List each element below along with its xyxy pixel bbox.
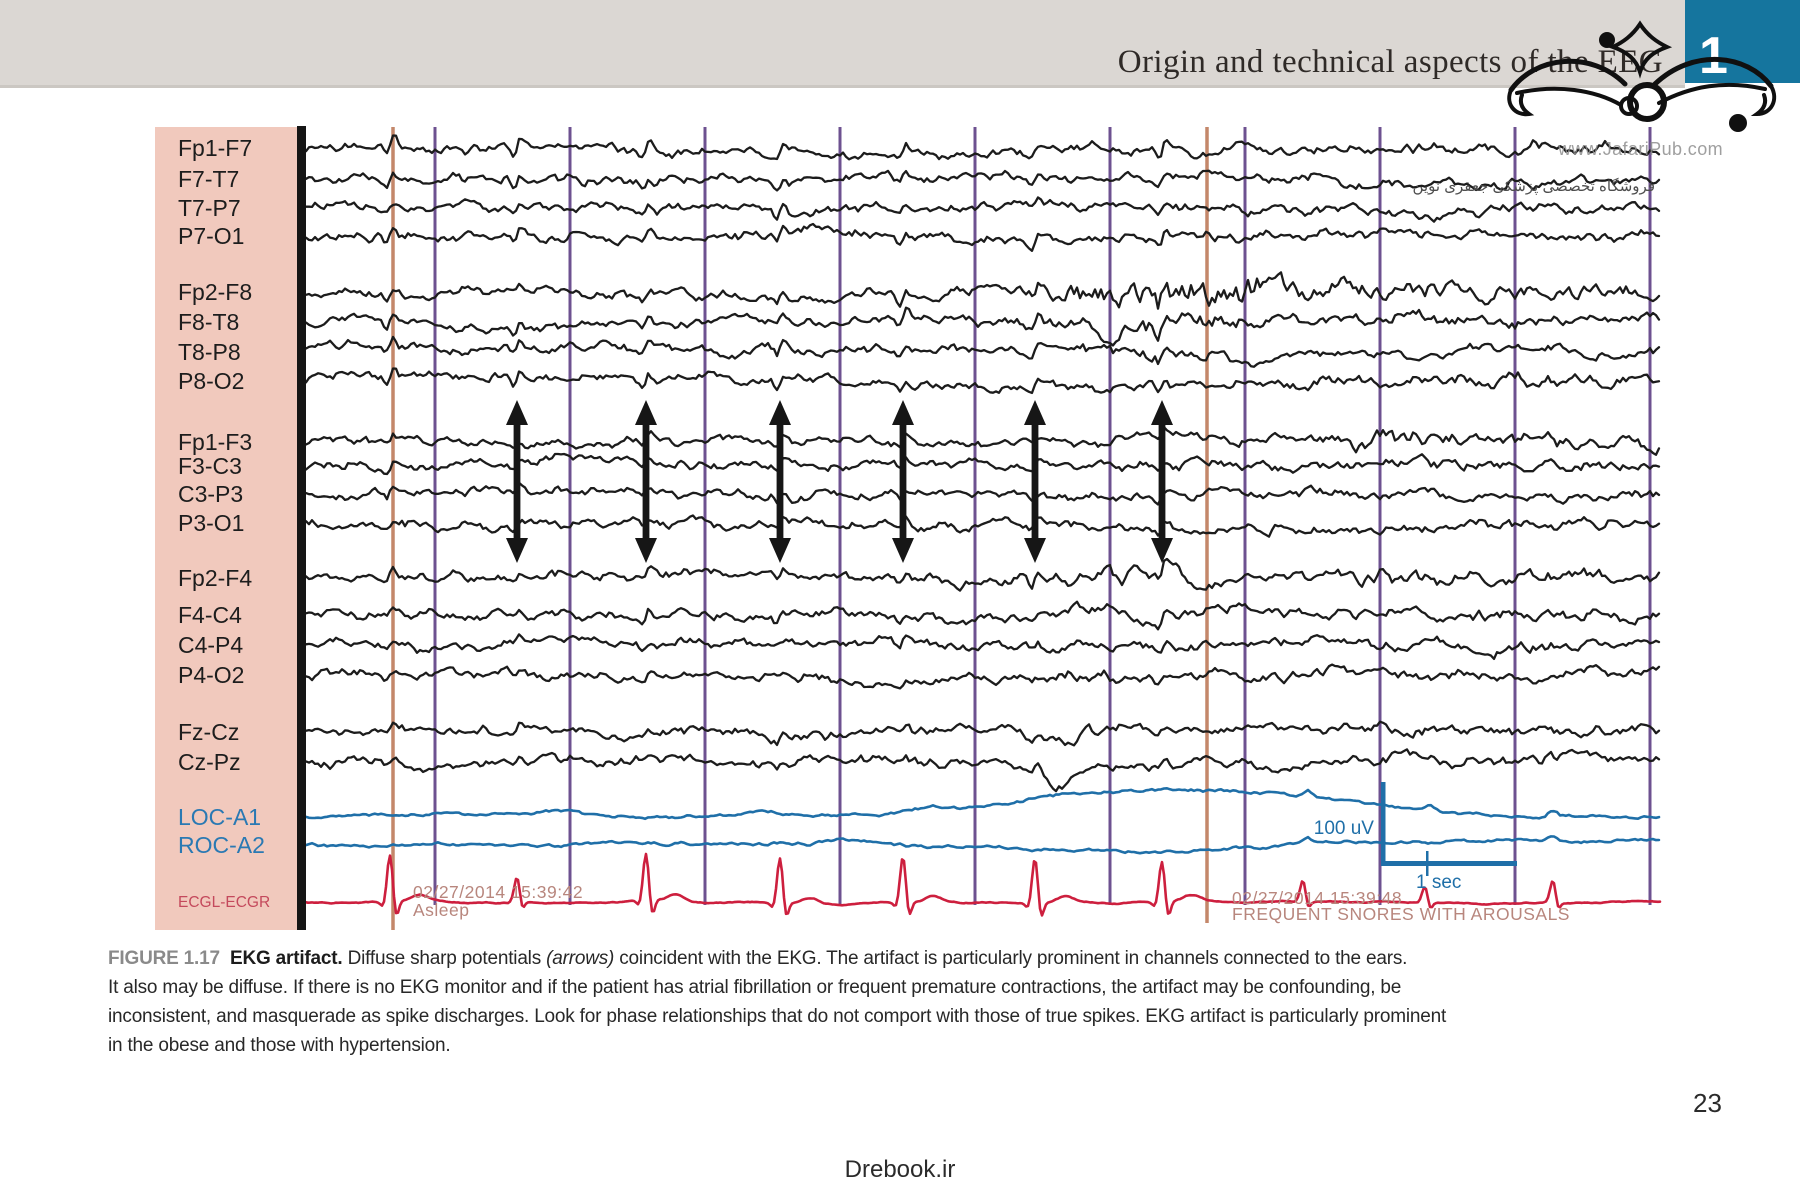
caption-line-1: FIGURE 1.17 EKG artifact. Diffuse sharp … — [108, 944, 1446, 973]
time-scale-tick — [1426, 851, 1429, 876]
site-footer: Drebook.ir — [844, 1156, 956, 1183]
header-band — [0, 0, 1685, 88]
watermark-url: www.JafariPub.com — [1558, 139, 1723, 159]
channel-label-Fz-Cz: Fz-Cz — [178, 719, 240, 745]
trace-P4-O2 — [304, 663, 1661, 690]
figure-title: EKG artifact. — [230, 948, 343, 969]
channel-label-ECGL-ECGR: ECGL-ECGR — [178, 894, 271, 911]
event-timestamp: 02/27/2014 15:39:48 — [1232, 888, 1403, 908]
channel-label-ROC-A2: ROC-A2 — [178, 832, 265, 858]
trace-C3-P3 — [304, 481, 1661, 506]
channel-label-Fp2-F8: Fp2-F8 — [178, 279, 253, 305]
channel-label-Fp2-F4: Fp2-F4 — [178, 565, 253, 591]
trace-Fp1-F3 — [304, 425, 1661, 456]
trace-Fz-Cz — [304, 720, 1661, 747]
channel-label-P3-O1: P3-O1 — [178, 510, 245, 536]
trace-Fp2-F4 — [304, 557, 1661, 592]
ekg-artifact-arrow — [635, 400, 657, 563]
trace-P7-O1 — [304, 222, 1661, 252]
event-annotation: FREQUENT SNORES WITH AROUSALS — [1232, 904, 1570, 924]
channel-label-C3-P3: C3-P3 — [178, 481, 244, 507]
trace-C4-P4 — [304, 633, 1661, 661]
trace-T7-P7 — [304, 196, 1661, 223]
channel-label-strip — [155, 127, 298, 930]
channel-label-F4-C4: F4-C4 — [178, 602, 242, 628]
caption-line-3: inconsistent, and masquerade as spike di… — [108, 1006, 1447, 1027]
time-scale-bar — [1381, 861, 1517, 866]
caption-italic: (arrows) — [546, 948, 615, 969]
caption-text: Diffuse sharp potentials — [342, 948, 547, 969]
trace-T8-P8 — [304, 335, 1661, 368]
page-number: 23 — [1693, 1088, 1722, 1118]
trace-LOC-A1 — [304, 786, 1661, 821]
ekg-artifact-arrow — [1151, 400, 1173, 563]
time-scale-label: 1 sec — [1416, 872, 1462, 893]
figure-caption: FIGURE 1.17 EKG artifact. Diffuse sharp … — [108, 944, 1446, 1060]
ekg-artifact-arrow — [769, 400, 791, 563]
caption-line-4: in the obese and those with hypertension… — [108, 1035, 451, 1056]
trace-F3-C3 — [304, 452, 1661, 476]
channel-label-Fp1-F3: Fp1-F3 — [178, 429, 253, 455]
channel-label-T7-P7: T7-P7 — [178, 195, 241, 221]
channel-label-Fp1-F7: Fp1-F7 — [178, 135, 253, 161]
start-timestamp: 02/27/2014 15:39:42 — [413, 882, 584, 902]
channel-label-T8-P8: T8-P8 — [178, 339, 241, 365]
chapter-number-box: 1 — [1685, 0, 1800, 83]
channel-label-P7-O1: P7-O1 — [178, 223, 245, 249]
ekg-artifact-arrow — [506, 400, 528, 563]
publisher-logo-icon — [1507, 20, 1777, 132]
figure-number: FIGURE 1.17 — [108, 948, 220, 969]
amplitude-scale-label: 100 uV — [1313, 818, 1374, 839]
plot-left-border — [297, 126, 306, 930]
channel-label-P4-O2: P4-O2 — [178, 662, 245, 688]
trace-P8-O2 — [304, 367, 1661, 395]
trace-Fp1-F7 — [304, 134, 1661, 161]
channel-label-LOC-A1: LOC-A1 — [178, 804, 262, 830]
caption-text: coincident with the EKG. The artifact is… — [614, 948, 1408, 969]
ekg-artifact-arrow — [1024, 400, 1046, 563]
trace-ROC-A2 — [304, 835, 1661, 855]
trace-F7-T7 — [304, 169, 1661, 192]
channel-label-F8-T8: F8-T8 — [178, 309, 240, 335]
trace-Cz-Pz — [304, 748, 1661, 793]
watermark-persian-text: فروشگاه تخصصی پزشکی جعفری نوین — [1412, 178, 1655, 195]
channel-label-Cz-Pz: Cz-Pz — [178, 749, 241, 775]
channel-label-F7-T7: F7-T7 — [178, 166, 240, 192]
trace-ECGL-ECGR — [304, 852, 1662, 917]
channel-label-C4-P4: C4-P4 — [178, 632, 244, 658]
caption-line-2: It also may be diffuse. If there is no E… — [108, 977, 1402, 998]
trace-P3-O1 — [304, 514, 1661, 538]
amplitude-scale-bar — [1381, 782, 1386, 866]
channel-label-P8-O2: P8-O2 — [178, 368, 245, 394]
ekg-artifact-arrow — [892, 400, 914, 563]
sleep-state-annotation: Asleep — [413, 900, 470, 920]
trace-Fp2-F8 — [304, 271, 1661, 310]
channel-label-F3-C3: F3-C3 — [178, 453, 242, 479]
chapter-number: 1 — [1699, 27, 1728, 85]
trace-F4-C4 — [304, 600, 1661, 631]
trace-F8-T8 — [304, 306, 1661, 347]
